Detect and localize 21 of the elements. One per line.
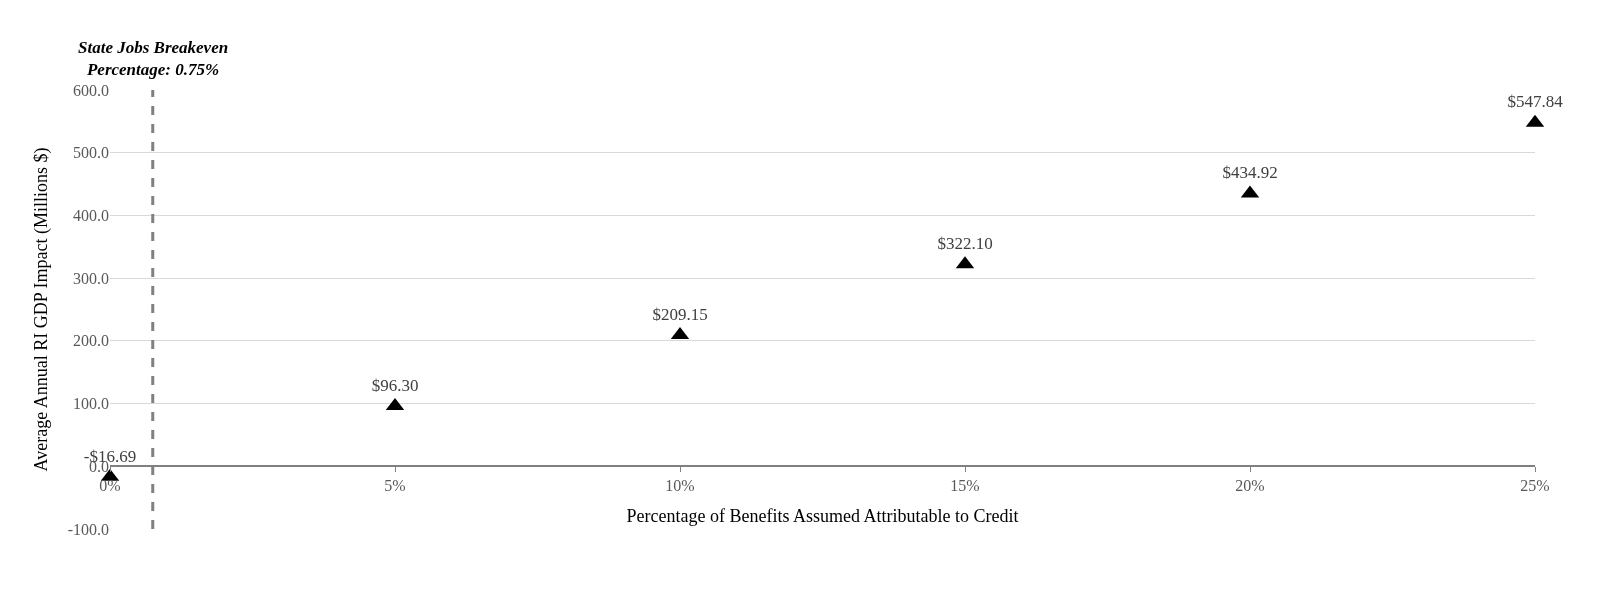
y-tick-label: 100.0 xyxy=(73,395,109,413)
y-tick-label: 400.0 xyxy=(73,207,109,225)
y-tick-label: 300.0 xyxy=(73,269,109,287)
y-tick-label: -100.0 xyxy=(67,520,109,538)
x-tick-label: 20% xyxy=(1235,477,1265,495)
y-tick-label: 500.0 xyxy=(73,144,109,162)
x-axis-title: Percentage of Benefits Assumed Attributable to Credit xyxy=(626,506,1019,527)
data-label: $96.30 xyxy=(371,375,419,395)
data-label: $547.84 xyxy=(1507,92,1564,112)
x-tick-label: 25% xyxy=(1520,477,1550,495)
y-tick-label: 200.0 xyxy=(73,332,109,350)
y-axis-title: Average Annual RI GDP Impact (Millions $) xyxy=(30,147,52,472)
ref-line-label: State Jobs Breakeven Percentage: 0.75% xyxy=(78,38,229,80)
y-tick-label: 600.0 xyxy=(73,81,109,99)
x-tick-label: 10% xyxy=(665,477,695,495)
x-tick-label: 0% xyxy=(99,477,121,495)
data-label: $434.92 xyxy=(1222,163,1278,183)
x-tick-label: 5% xyxy=(384,477,406,495)
data-label: $322.10 xyxy=(937,234,993,254)
data-label: $209.15 xyxy=(652,304,708,324)
x-tick-label: 15% xyxy=(950,477,980,495)
